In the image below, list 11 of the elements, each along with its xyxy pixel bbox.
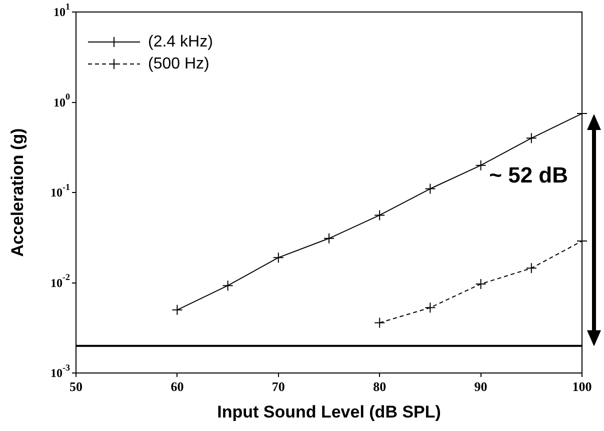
y-axis-title: Acceleration (g) — [8, 128, 27, 257]
legend-label: (2.4 kHz) — [148, 33, 213, 50]
x-tick-label: 50 — [70, 379, 82, 394]
annotation: ~ 52 dB — [489, 162, 568, 188]
x-tick-label: 100 — [572, 379, 592, 394]
x-tick-label: 80 — [373, 379, 386, 394]
x-axis-title: Input Sound Level (dB SPL) — [217, 402, 441, 422]
x-tick-label: 70 — [272, 379, 285, 394]
x-tick-label: 60 — [170, 379, 184, 394]
x-tick-label: 90 — [474, 379, 488, 394]
legend-label: (500 Hz) — [148, 55, 210, 72]
